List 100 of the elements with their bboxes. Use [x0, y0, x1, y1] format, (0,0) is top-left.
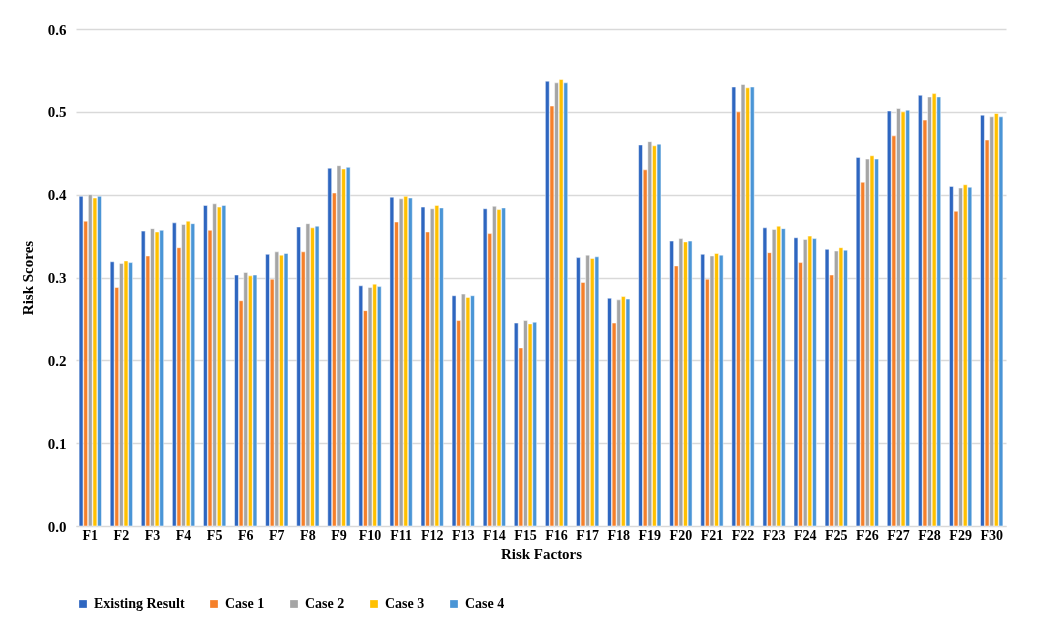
- y-axis-title: Risk Scores: [19, 240, 36, 316]
- bar: [203, 205, 208, 527]
- x-tick-label: F30: [980, 527, 1003, 543]
- bar: [234, 274, 239, 527]
- legend-label: Case 2: [305, 596, 345, 611]
- bar: [514, 322, 519, 527]
- bar: [465, 297, 471, 527]
- x-tick-label: F25: [825, 527, 848, 543]
- x-tick-label: F28: [918, 527, 941, 543]
- x-tick-label: F1: [82, 527, 99, 543]
- bar: [718, 254, 724, 527]
- bar: [265, 254, 270, 527]
- bar: [678, 238, 684, 527]
- bar: [607, 297, 612, 527]
- bar: [762, 227, 768, 527]
- x-tick-label: F2: [113, 527, 130, 543]
- bar: [545, 80, 550, 527]
- bar: [980, 114, 985, 527]
- bar: [190, 223, 195, 527]
- x-tick-label: F10: [358, 527, 382, 543]
- bar: [345, 167, 351, 527]
- x-tick-label: F12: [420, 527, 444, 543]
- x-tick-label: F11: [390, 527, 413, 543]
- bar: [451, 295, 457, 527]
- x-tick-label: F20: [669, 527, 693, 543]
- y-tick-label: 0.5: [47, 104, 67, 121]
- x-tick-label: F5: [206, 527, 223, 543]
- bar: [367, 287, 373, 527]
- bar: [638, 144, 643, 527]
- bar: [336, 165, 342, 527]
- y-tick-label: 0.1: [47, 435, 67, 452]
- x-tick-label: F6: [237, 527, 254, 543]
- y-tick-label: 0.3: [47, 270, 67, 286]
- x-tick-label: F14: [483, 527, 506, 543]
- x-tick-label: F3: [144, 527, 161, 543]
- bar: [576, 257, 581, 527]
- legend-label: Case 1: [225, 596, 265, 611]
- x-tick-label: F27: [887, 527, 910, 543]
- bar: [496, 209, 502, 527]
- x-tick-label: F13: [452, 527, 475, 543]
- bar: [802, 239, 808, 527]
- bar: [283, 253, 289, 527]
- bar: [154, 231, 160, 527]
- bar: [109, 261, 115, 527]
- bar: [807, 235, 813, 527]
- bar: [967, 186, 973, 527]
- bar: [824, 249, 830, 527]
- y-tick-label: 0.6: [47, 21, 67, 38]
- bar: [314, 225, 320, 527]
- bar: [398, 198, 404, 527]
- x-tick-label: F15: [514, 527, 537, 543]
- bar: [669, 240, 674, 527]
- x-tick-label: F19: [638, 527, 662, 543]
- x-axis-title: Risk Factors: [500, 545, 583, 562]
- y-tick-label: 0.2: [47, 352, 67, 369]
- bar: [305, 223, 311, 527]
- bar: [869, 155, 875, 527]
- bar: [123, 260, 129, 527]
- x-tick-label: F8: [300, 527, 316, 543]
- bar: [92, 197, 98, 527]
- bar: [625, 298, 631, 527]
- bar: [731, 86, 737, 527]
- bar: [887, 110, 892, 527]
- x-tick-label: F24: [793, 527, 817, 543]
- y-tick-label: 0.0: [47, 518, 67, 535]
- x-tick-label: F7: [269, 527, 285, 543]
- bar: [172, 222, 177, 527]
- bar: [221, 205, 227, 527]
- bar: [700, 254, 705, 527]
- x-tick-label: F18: [607, 527, 630, 543]
- bar: [740, 84, 746, 527]
- bar: [594, 256, 600, 527]
- bar: [931, 93, 937, 527]
- legend-label: Existing Result: [94, 596, 185, 611]
- x-tick-label: F29: [949, 527, 972, 543]
- bar: [389, 196, 395, 527]
- bar: [936, 96, 941, 527]
- x-tick-label: F4: [175, 527, 192, 543]
- bar: [185, 220, 191, 527]
- bar: [900, 111, 906, 527]
- bar: [793, 237, 799, 527]
- bar: [296, 226, 301, 527]
- bar: [656, 143, 662, 527]
- bar: [709, 255, 715, 527]
- x-tick-label: F21: [700, 527, 724, 543]
- bar: [358, 285, 364, 527]
- bar: [527, 323, 533, 527]
- x-tick-label: F16: [545, 527, 568, 543]
- bar: [327, 167, 332, 527]
- bar: [434, 205, 440, 527]
- x-tick-label: F17: [576, 527, 599, 543]
- bar: [838, 247, 844, 527]
- x-tick-label: F22: [731, 527, 755, 543]
- bar: [482, 208, 488, 527]
- x-tick-label: F23: [762, 527, 786, 543]
- bar: [252, 274, 258, 527]
- bar: [141, 230, 146, 527]
- bar: [647, 141, 652, 527]
- bar: [78, 196, 84, 527]
- bar: [998, 116, 1004, 527]
